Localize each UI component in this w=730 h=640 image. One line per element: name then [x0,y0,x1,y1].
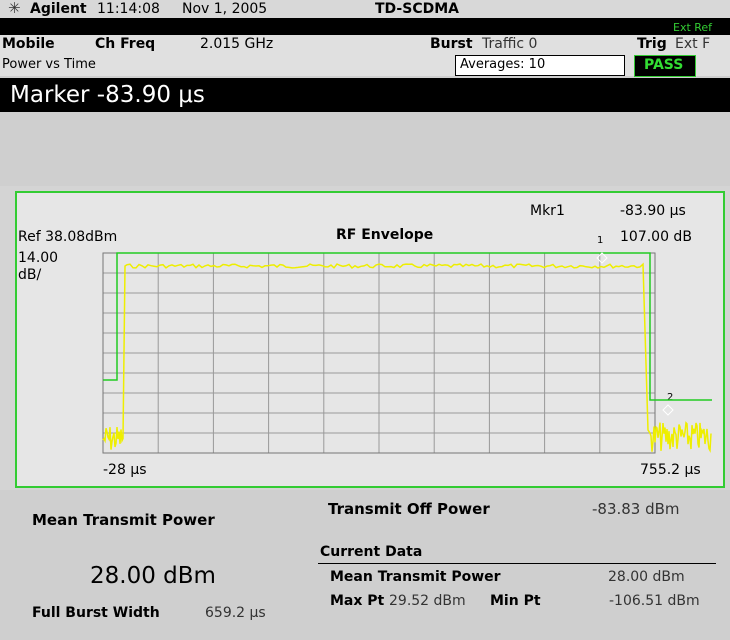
title-bar [0,0,730,18]
limit-line [103,252,712,401]
time: 11:14:08 [97,1,160,17]
ch-freq-label: Ch Freq [95,36,156,52]
logo: ✳ [8,0,21,17]
date: Nov 1, 2005 [182,1,268,17]
averages: Averages: 10 [460,57,546,72]
cur-mean-value: 28.00 dBm [608,569,685,585]
pass-box [634,55,696,77]
max-label: Max Pt [330,593,385,609]
cur-mean-label: Mean Transmit Power [330,569,501,585]
device: Mobile [2,36,55,52]
scale-value: 14.00 [18,250,59,266]
burst-label: Burst [430,36,473,52]
mean-label: Mean Transmit Power [32,511,215,529]
result: PASS [644,57,684,73]
mean-value: 28.00 dBm [90,563,216,589]
trace [102,262,712,454]
width-value: 659.2 μs [205,605,266,621]
mode: TD-SCDMA [375,1,459,17]
min-label: Min Pt [490,593,541,609]
mkr-value: 107.00 dB [620,229,692,245]
burst-value: Traffic 0 [482,36,538,52]
ext-ref: Ext Ref [673,21,713,34]
brand: Agilent [30,1,87,17]
trig-value: Ext F [675,36,711,52]
marker-box [0,78,730,112]
max-value: 29.52 dBm [389,593,466,609]
settings-bar [0,35,730,53]
marker-diamonds [596,252,674,416]
graph-title: RF Envelope [336,227,434,243]
current-underline [318,563,716,564]
averages-box [455,55,625,76]
status-bar [0,18,730,35]
min-value: -106.51 dBm [609,593,700,609]
off-value: -83.83 dBm [592,500,680,518]
current-label: Current Data [320,544,423,560]
mkr-label: Mkr1 [530,203,565,219]
x-start: -28 μs [103,462,147,478]
scale-unit: dB/ [18,267,42,283]
mkr-index: 1 [597,235,604,246]
marker2-index: 2 [667,392,674,403]
mkr-time: -83.90 μs [620,203,686,219]
ch-freq-value: 2.015 GHz [200,36,274,52]
ref-level: Ref 38.08dBm [18,229,118,245]
marker-display: Marker -83.90 μs [10,82,205,108]
off-label: Transmit Off Power [328,500,490,518]
trig-label: Trig [637,36,667,52]
graph-frame [15,191,725,488]
x-end: 755.2 μs [640,462,701,478]
meas-name: Power vs Time [2,57,96,72]
width-label: Full Burst Width [32,605,160,621]
